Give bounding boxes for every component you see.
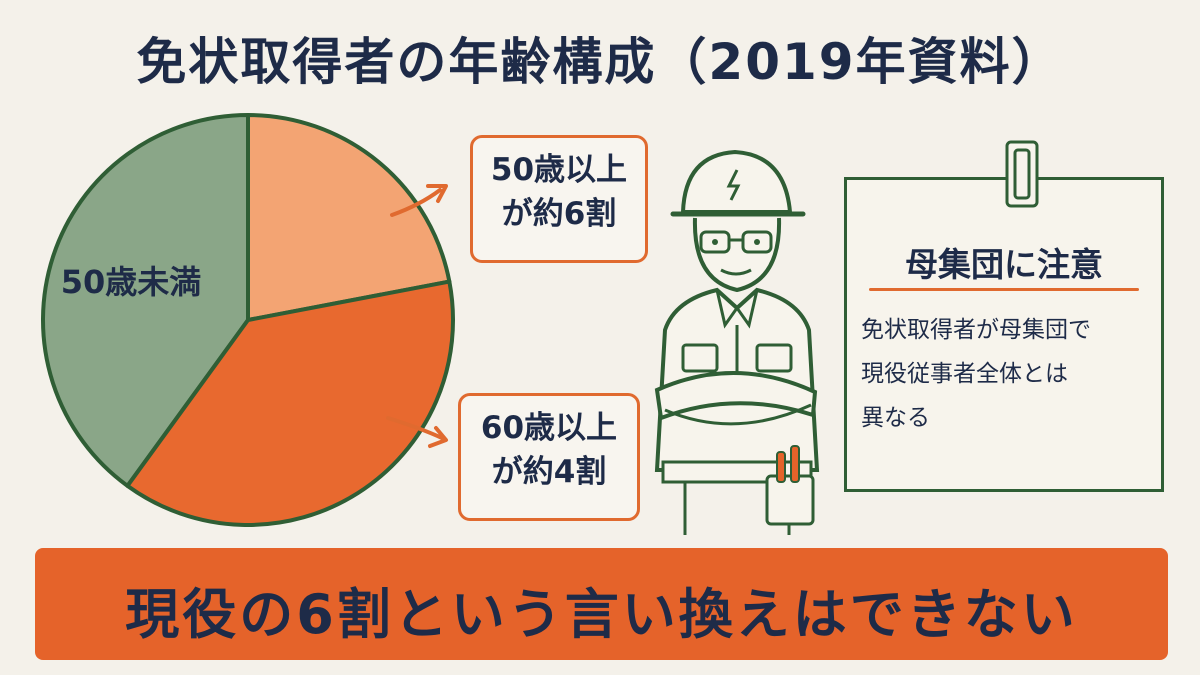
callout-over50-line2: が約6割 [501,196,617,232]
tool-pouch [765,474,815,526]
crossed-arms [654,371,818,421]
callout-over50: 50歳以上 が約6割 [470,135,648,263]
note-card: 母集団に注意 免状取得者が母集団で 現役従事者全体とは 異なる [844,177,1164,492]
note-body: 免状取得者が母集団で 現役従事者全体とは 異なる [861,317,1091,431]
face [692,217,782,293]
binder-clip-icon [1005,140,1039,208]
pie-slice-1 [41,113,250,488]
page-title: 免状取得者の年齢構成（2019年資料） [136,33,1064,91]
callout-over50-line1: 50歳以上 [490,152,628,188]
worker-illustration [654,149,820,535]
banner-text: 現役の6割という言い換えはできない [125,583,1078,646]
note-underline [869,288,1139,291]
note-title: 母集団に注意 [905,245,1103,284]
pie-slice-label-1: 50歳未満 [61,263,202,301]
callout-over60: 60歳以上 が約4割 [458,393,640,521]
lightning-icon [726,169,741,201]
pie-slice-3 [125,279,455,527]
callout-over60-line1: 60歳以上 [480,410,618,446]
conclusion-banner: 現役の6割という言い換えはできない [35,548,1168,660]
pie-chart: 50歳未満 [41,113,455,527]
callout-over60-line2: が約4割 [491,454,607,490]
helmet [680,149,793,214]
pie-slice-2 [246,113,452,322]
